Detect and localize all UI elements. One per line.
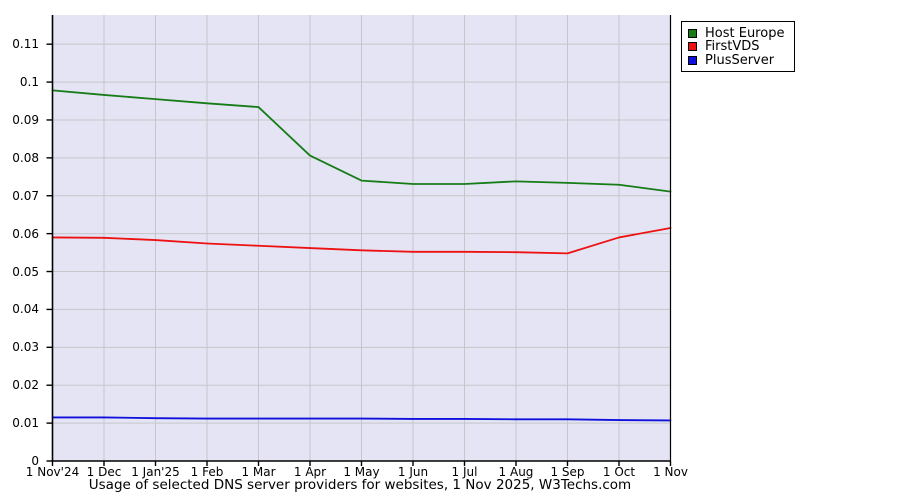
chart-title: Usage of selected DNS server providers f… (88, 477, 632, 493)
y-axis-tick-label: 0.05 (12, 264, 39, 279)
x-axis-tick-label: 1 Aug (498, 465, 534, 479)
series-line-plusserver (51, 416, 672, 422)
x-axis-tick-label: 1 Sep (550, 465, 585, 479)
x-axis-tick-label: 1 Jun (397, 465, 429, 479)
legend: Host Europe FirstVDS PlusServer (681, 21, 796, 72)
legend-item-firstvds: FirstVDS (688, 40, 784, 53)
legend-item-host-europe: Host Europe (688, 27, 784, 40)
series-line-firstvds (51, 227, 672, 255)
legend-item-plusserver: PlusServer (688, 54, 784, 67)
x-axis-tick-label: 1 Mar (241, 465, 276, 479)
legend-label: PlusServer (705, 52, 775, 68)
x-axis-tick-label: 1 Jan'25 (131, 465, 180, 479)
x-axis-tick-label: 1 Apr (293, 465, 327, 479)
y-axis-tick-label: 0.08 (12, 150, 39, 165)
y-axis-tick-label: 0.02 (12, 378, 39, 393)
y-axis-tick-label: 0.09 (12, 112, 39, 127)
y-axis-tick-label: 0 (31, 454, 39, 468)
y-axis-tick-label: 0.06 (12, 226, 39, 241)
x-axis-tick-label: 1 Nov'24 (25, 465, 80, 479)
y-axis-tick-label: 0.04 (12, 302, 39, 317)
host-europe-swatch-icon (688, 28, 697, 38)
plusserver-swatch-icon (688, 55, 697, 65)
y-axis-tick-label: 0.01 (12, 416, 39, 431)
legend-label: FirstVDS (705, 39, 760, 54)
x-axis-tick-label: 1 Jul (451, 465, 478, 479)
series-line-host-europe (51, 89, 672, 193)
x-axis-tick-label: 1 Feb (190, 465, 224, 479)
y-axis-tick-label: 0.03 (12, 340, 39, 355)
x-axis-tick-label: 1 Nov (653, 465, 688, 479)
x-axis-tick-label: 1 Oct (602, 465, 636, 479)
y-axis-tick-label: 0.07 (12, 188, 39, 203)
y-axis-tick-label: 0.11 (12, 37, 39, 52)
legend-label: Host Europe (705, 25, 785, 41)
y-axis-tick-label: 0.1 (19, 75, 39, 90)
x-axis-tick-label: 1 May (343, 465, 380, 479)
x-axis-tick-label: 1 Dec (86, 465, 122, 479)
firstvds-swatch-icon (688, 42, 697, 51)
